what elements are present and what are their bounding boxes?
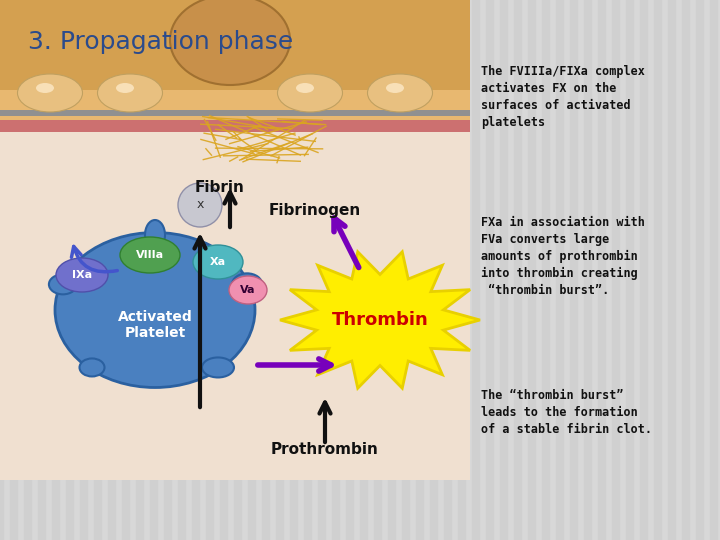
Polygon shape (0, 110, 470, 116)
Ellipse shape (116, 83, 134, 93)
Text: FXa in association with
FVa converts large
amounts of prothrombin
into thrombin : FXa in association with FVa converts lar… (481, 216, 645, 297)
Text: Xa: Xa (210, 257, 226, 267)
Ellipse shape (55, 233, 255, 388)
Ellipse shape (170, 0, 290, 85)
Ellipse shape (232, 273, 262, 295)
Text: Prothrombin: Prothrombin (271, 442, 379, 457)
Text: IXa: IXa (72, 270, 92, 280)
Ellipse shape (79, 359, 104, 376)
Polygon shape (0, 120, 470, 132)
Ellipse shape (386, 83, 404, 93)
Ellipse shape (229, 276, 267, 304)
Text: Activated
Platelet: Activated Platelet (117, 310, 192, 340)
Text: Va: Va (240, 285, 256, 295)
Polygon shape (0, 132, 470, 480)
Ellipse shape (296, 83, 314, 93)
Text: The “thrombin burst”
leads to the formation
of a stable fibrin clot.: The “thrombin burst” leads to the format… (481, 389, 652, 436)
Polygon shape (280, 252, 480, 388)
Ellipse shape (49, 274, 77, 294)
Text: Fibrin: Fibrin (195, 180, 245, 195)
Ellipse shape (367, 74, 433, 112)
Ellipse shape (193, 245, 243, 279)
Text: Thrombin: Thrombin (332, 311, 428, 329)
Text: x: x (197, 199, 204, 212)
Ellipse shape (145, 220, 165, 250)
Polygon shape (0, 90, 470, 120)
Text: 3. Propagation phase: 3. Propagation phase (28, 30, 293, 54)
Text: VIIIa: VIIIa (136, 250, 164, 260)
Circle shape (178, 183, 222, 227)
Text: Fibrinogen: Fibrinogen (269, 202, 361, 218)
Ellipse shape (277, 74, 343, 112)
Ellipse shape (56, 258, 108, 292)
Ellipse shape (36, 83, 54, 93)
Polygon shape (0, 0, 470, 110)
Ellipse shape (17, 74, 83, 112)
Ellipse shape (97, 74, 163, 112)
Text: The FVIIIa/FIXa complex
activates FX on the
surfaces of activated
platelets: The FVIIIa/FIXa complex activates FX on … (481, 65, 645, 129)
Ellipse shape (202, 357, 234, 377)
Ellipse shape (120, 237, 180, 273)
